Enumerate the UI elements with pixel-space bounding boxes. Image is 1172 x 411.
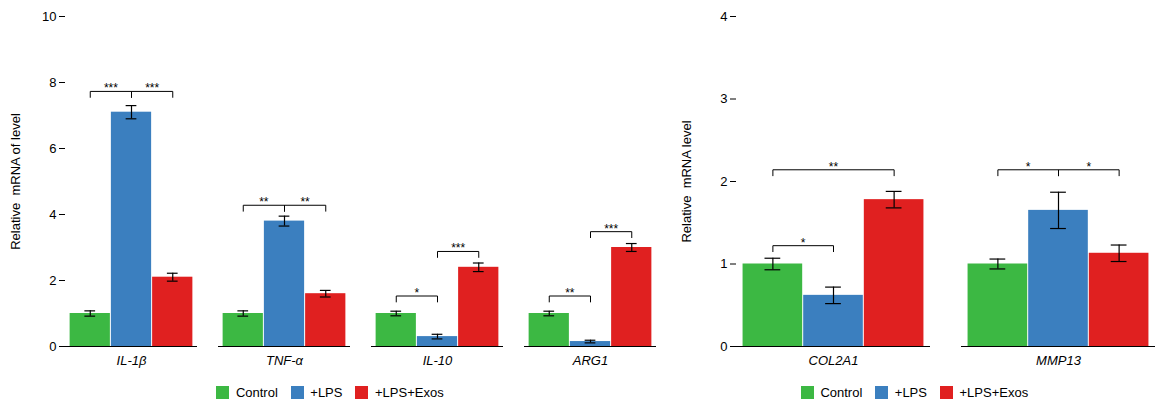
svg-text:6: 6 (49, 141, 56, 156)
svg-text:COL2A1: COL2A1 (809, 353, 859, 368)
svg-text:**: ** (565, 286, 575, 300)
svg-text:***: *** (451, 241, 465, 255)
svg-text:4: 4 (720, 9, 727, 24)
svg-text:*: * (801, 236, 806, 250)
svg-text:*: * (1086, 160, 1091, 174)
svg-text:0: 0 (49, 339, 56, 354)
svg-text:4: 4 (49, 207, 56, 222)
svg-text:TNF-α: TNF-α (266, 353, 304, 368)
svg-text:8: 8 (49, 75, 56, 90)
svg-text:ARG1: ARG1 (572, 353, 608, 368)
svg-text:*: * (1026, 160, 1031, 174)
svg-text:2: 2 (720, 174, 727, 189)
svg-text:***: *** (104, 81, 118, 95)
html-text:+LPS: +LPS (894, 385, 927, 400)
svg-text:**: ** (300, 195, 310, 209)
html-text:+LPS+Exos: +LPS+Exos (375, 385, 444, 400)
svg-text:3: 3 (720, 91, 727, 106)
svg-text:**: ** (829, 160, 839, 174)
svg-text:IL-10: IL-10 (423, 353, 453, 368)
html-text:+LPS: +LPS (310, 385, 343, 400)
svg-text:IL-1β: IL-1β (117, 353, 147, 368)
html-text:Control: Control (820, 385, 863, 400)
svg-text:0: 0 (720, 339, 727, 354)
html-text:Control: Control (235, 385, 278, 400)
svg-text:***: *** (604, 222, 618, 236)
svg-text:Relative mRNA of level: Relative mRNA of level (8, 113, 23, 250)
html-text:+LPS+Exos: +LPS+Exos (959, 385, 1029, 400)
svg-text:10: 10 (42, 9, 56, 24)
svg-text:2: 2 (49, 273, 56, 288)
svg-text:Relative mRNA level: Relative mRNA level (679, 120, 694, 242)
svg-text:MMP13: MMP13 (1036, 353, 1082, 368)
svg-text:*: * (415, 286, 420, 300)
svg-text:**: ** (259, 195, 269, 209)
svg-text:1: 1 (720, 256, 727, 271)
svg-text:***: *** (145, 81, 159, 95)
